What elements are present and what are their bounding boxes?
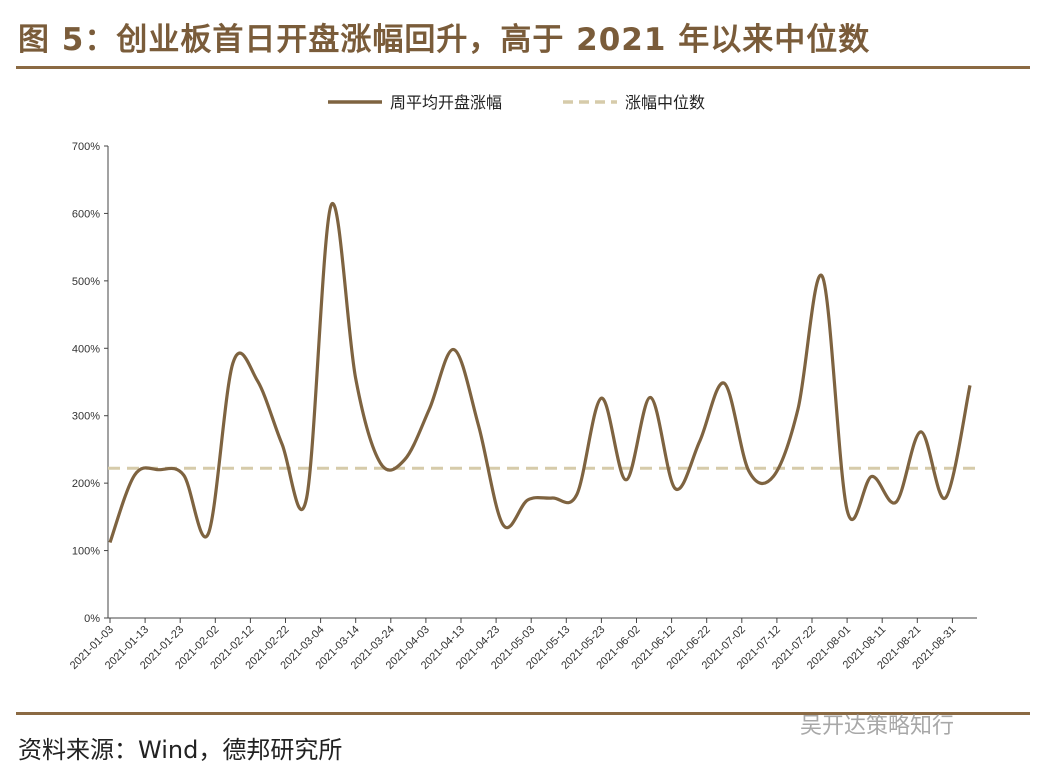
y-tick-label: 100% bbox=[72, 546, 100, 558]
y-tick-label: 200% bbox=[72, 478, 100, 490]
legend-label-weekly-average: 周平均开盘涨幅 bbox=[390, 93, 502, 112]
y-tick-label: 500% bbox=[72, 276, 100, 288]
y-tick-label: 700% bbox=[72, 141, 100, 153]
chart-legend: 周平均开盘涨幅 涨幅中位数 bbox=[328, 93, 705, 112]
plot-area bbox=[108, 201, 977, 544]
y-axis: 0% 100% 200% 300% 400% 500% 600% 700% bbox=[72, 141, 109, 625]
line-chart: 周平均开盘涨幅 涨幅中位数 0% 100% 200% 300% 400% 500% 600% 7… bbox=[68, 93, 977, 672]
y-tick-label: 300% bbox=[72, 411, 100, 423]
y-tick-label: 400% bbox=[72, 343, 100, 355]
x-axis: 2021-01-032021-01-132021-01-232021-02-02… bbox=[68, 617, 977, 672]
figure-title: 图 5：创业板首日开盘涨幅回升，高于 2021 年以来中位数 bbox=[18, 22, 871, 58]
y-tick-label: 600% bbox=[72, 208, 100, 220]
source-note: 资料来源：Wind，德邦研究所 bbox=[18, 736, 343, 764]
title-divider bbox=[16, 66, 1030, 69]
footer-divider bbox=[16, 712, 1030, 715]
legend-label-median: 涨幅中位数 bbox=[625, 93, 705, 112]
y-tick-label: 0% bbox=[84, 613, 100, 625]
watermark: 吴开达策略知行 bbox=[800, 714, 955, 739]
weekly-average-line bbox=[108, 201, 972, 544]
